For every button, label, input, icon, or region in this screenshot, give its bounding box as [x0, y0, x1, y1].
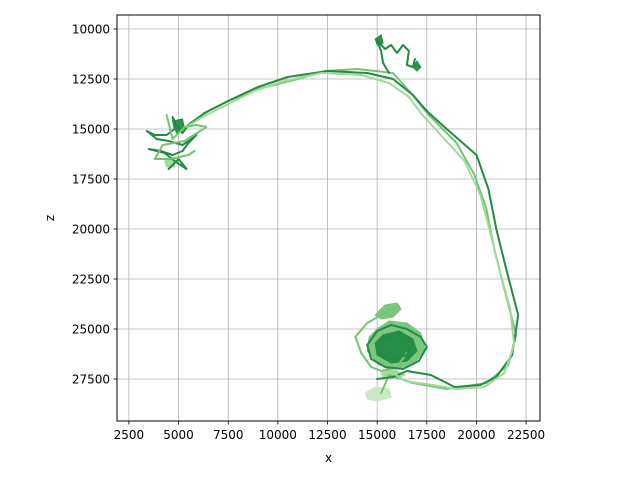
x-tick-label: 12500	[308, 428, 346, 442]
x-tick-label: 22500	[507, 428, 545, 442]
y-tick-label: 10000	[72, 23, 110, 37]
y-axis-label: z	[43, 215, 57, 221]
x-tick-label: 15000	[358, 428, 396, 442]
neuron-trace	[354, 306, 408, 372]
neuron-trace	[376, 334, 414, 360]
grid-lines	[117, 15, 540, 421]
x-axis-label: x	[325, 451, 332, 465]
plot-data	[145, 34, 520, 402]
y-tick-label: 25000	[72, 323, 110, 337]
neuron-trace	[181, 70, 520, 388]
dendrite-blob	[412, 60, 422, 72]
y-tick-label: 27500	[72, 373, 110, 387]
y-tick-label: 22500	[72, 273, 110, 287]
x-tick-label: 7500	[213, 428, 244, 442]
x-tick-label: 2500	[114, 428, 145, 442]
y-tick-label: 20000	[72, 223, 110, 237]
x-tick-label: 17500	[408, 428, 446, 442]
plot-frame	[116, 14, 541, 422]
x-tick-label: 10000	[259, 428, 297, 442]
neuron-trace	[145, 116, 198, 170]
neuron-trace	[376, 40, 416, 74]
axis-ticks: 2500 5000 7500 10000 12500 15000 17500 20000 225…	[72, 23, 545, 443]
neuron-trace	[153, 114, 208, 160]
neuron-trace	[185, 72, 516, 390]
dendrite-blob	[364, 386, 392, 402]
x-tick-label: 20000	[457, 428, 495, 442]
y-tick-label: 17500	[72, 173, 110, 187]
y-tick-label: 12500	[72, 73, 110, 87]
x-tick-label: 5000	[163, 428, 194, 442]
y-tick-label: 15000	[72, 123, 110, 137]
neuron-trace	[366, 324, 428, 370]
